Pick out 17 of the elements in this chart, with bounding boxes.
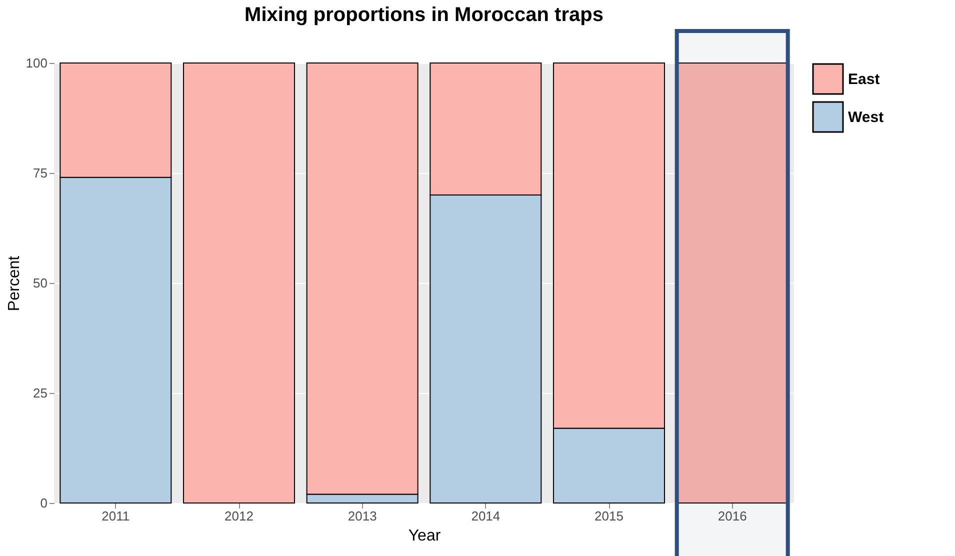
x-tick-label: 2011 bbox=[102, 508, 130, 524]
x-tick-label: 2013 bbox=[348, 508, 377, 524]
x-tick-label: 2015 bbox=[594, 508, 624, 524]
bar bbox=[183, 62, 295, 504]
x-axis-title: Year bbox=[408, 528, 442, 544]
legend-label: East bbox=[848, 71, 880, 88]
y-tick-label: 50 bbox=[33, 276, 48, 290]
y-axis-title: Percent bbox=[6, 255, 23, 312]
y-tick-label: 0 bbox=[40, 496, 48, 510]
legend-label: West bbox=[848, 109, 884, 126]
x-tick-label: 2012 bbox=[224, 508, 254, 524]
y-tick-label: 100 bbox=[26, 56, 48, 70]
chart-title: Mixing proportions in Moroccan traps bbox=[244, 4, 604, 26]
x-tick-label: 2016 bbox=[718, 508, 747, 524]
y-tick-label: 75 bbox=[33, 166, 48, 180]
y-tick-label: 25 bbox=[33, 386, 48, 400]
x-tick-label: 2014 bbox=[471, 508, 500, 524]
